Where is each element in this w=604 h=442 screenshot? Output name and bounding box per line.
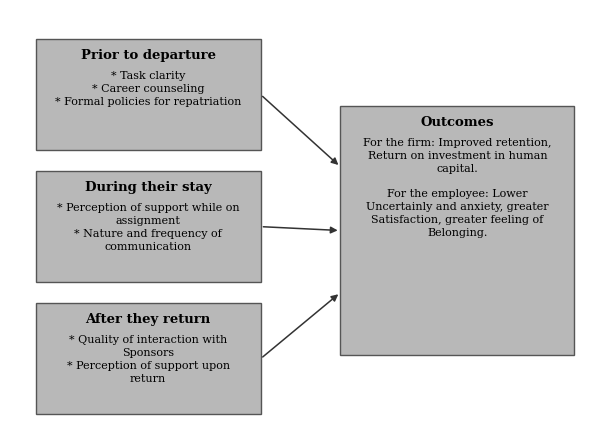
FancyBboxPatch shape <box>36 171 260 282</box>
Text: During their stay: During their stay <box>85 181 211 194</box>
Text: Outcomes: Outcomes <box>420 116 494 129</box>
FancyBboxPatch shape <box>341 106 574 355</box>
FancyBboxPatch shape <box>36 303 260 414</box>
Text: Prior to departure: Prior to departure <box>80 49 216 61</box>
Text: After they return: After they return <box>86 313 211 326</box>
Text: For the firm: Improved retention,
Return on investment in human
capital.

For th: For the firm: Improved retention, Return… <box>363 138 551 238</box>
Text: * Perception of support while on
assignment
* Nature and frequency of
communicat: * Perception of support while on assignm… <box>57 203 239 251</box>
Text: * Task clarity
* Career counseling
* Formal policies for repatriation: * Task clarity * Career counseling * For… <box>55 71 241 107</box>
Text: * Quality of interaction with
Sponsors
* Perception of support upon
return: * Quality of interaction with Sponsors *… <box>66 335 230 384</box>
FancyBboxPatch shape <box>36 39 260 149</box>
